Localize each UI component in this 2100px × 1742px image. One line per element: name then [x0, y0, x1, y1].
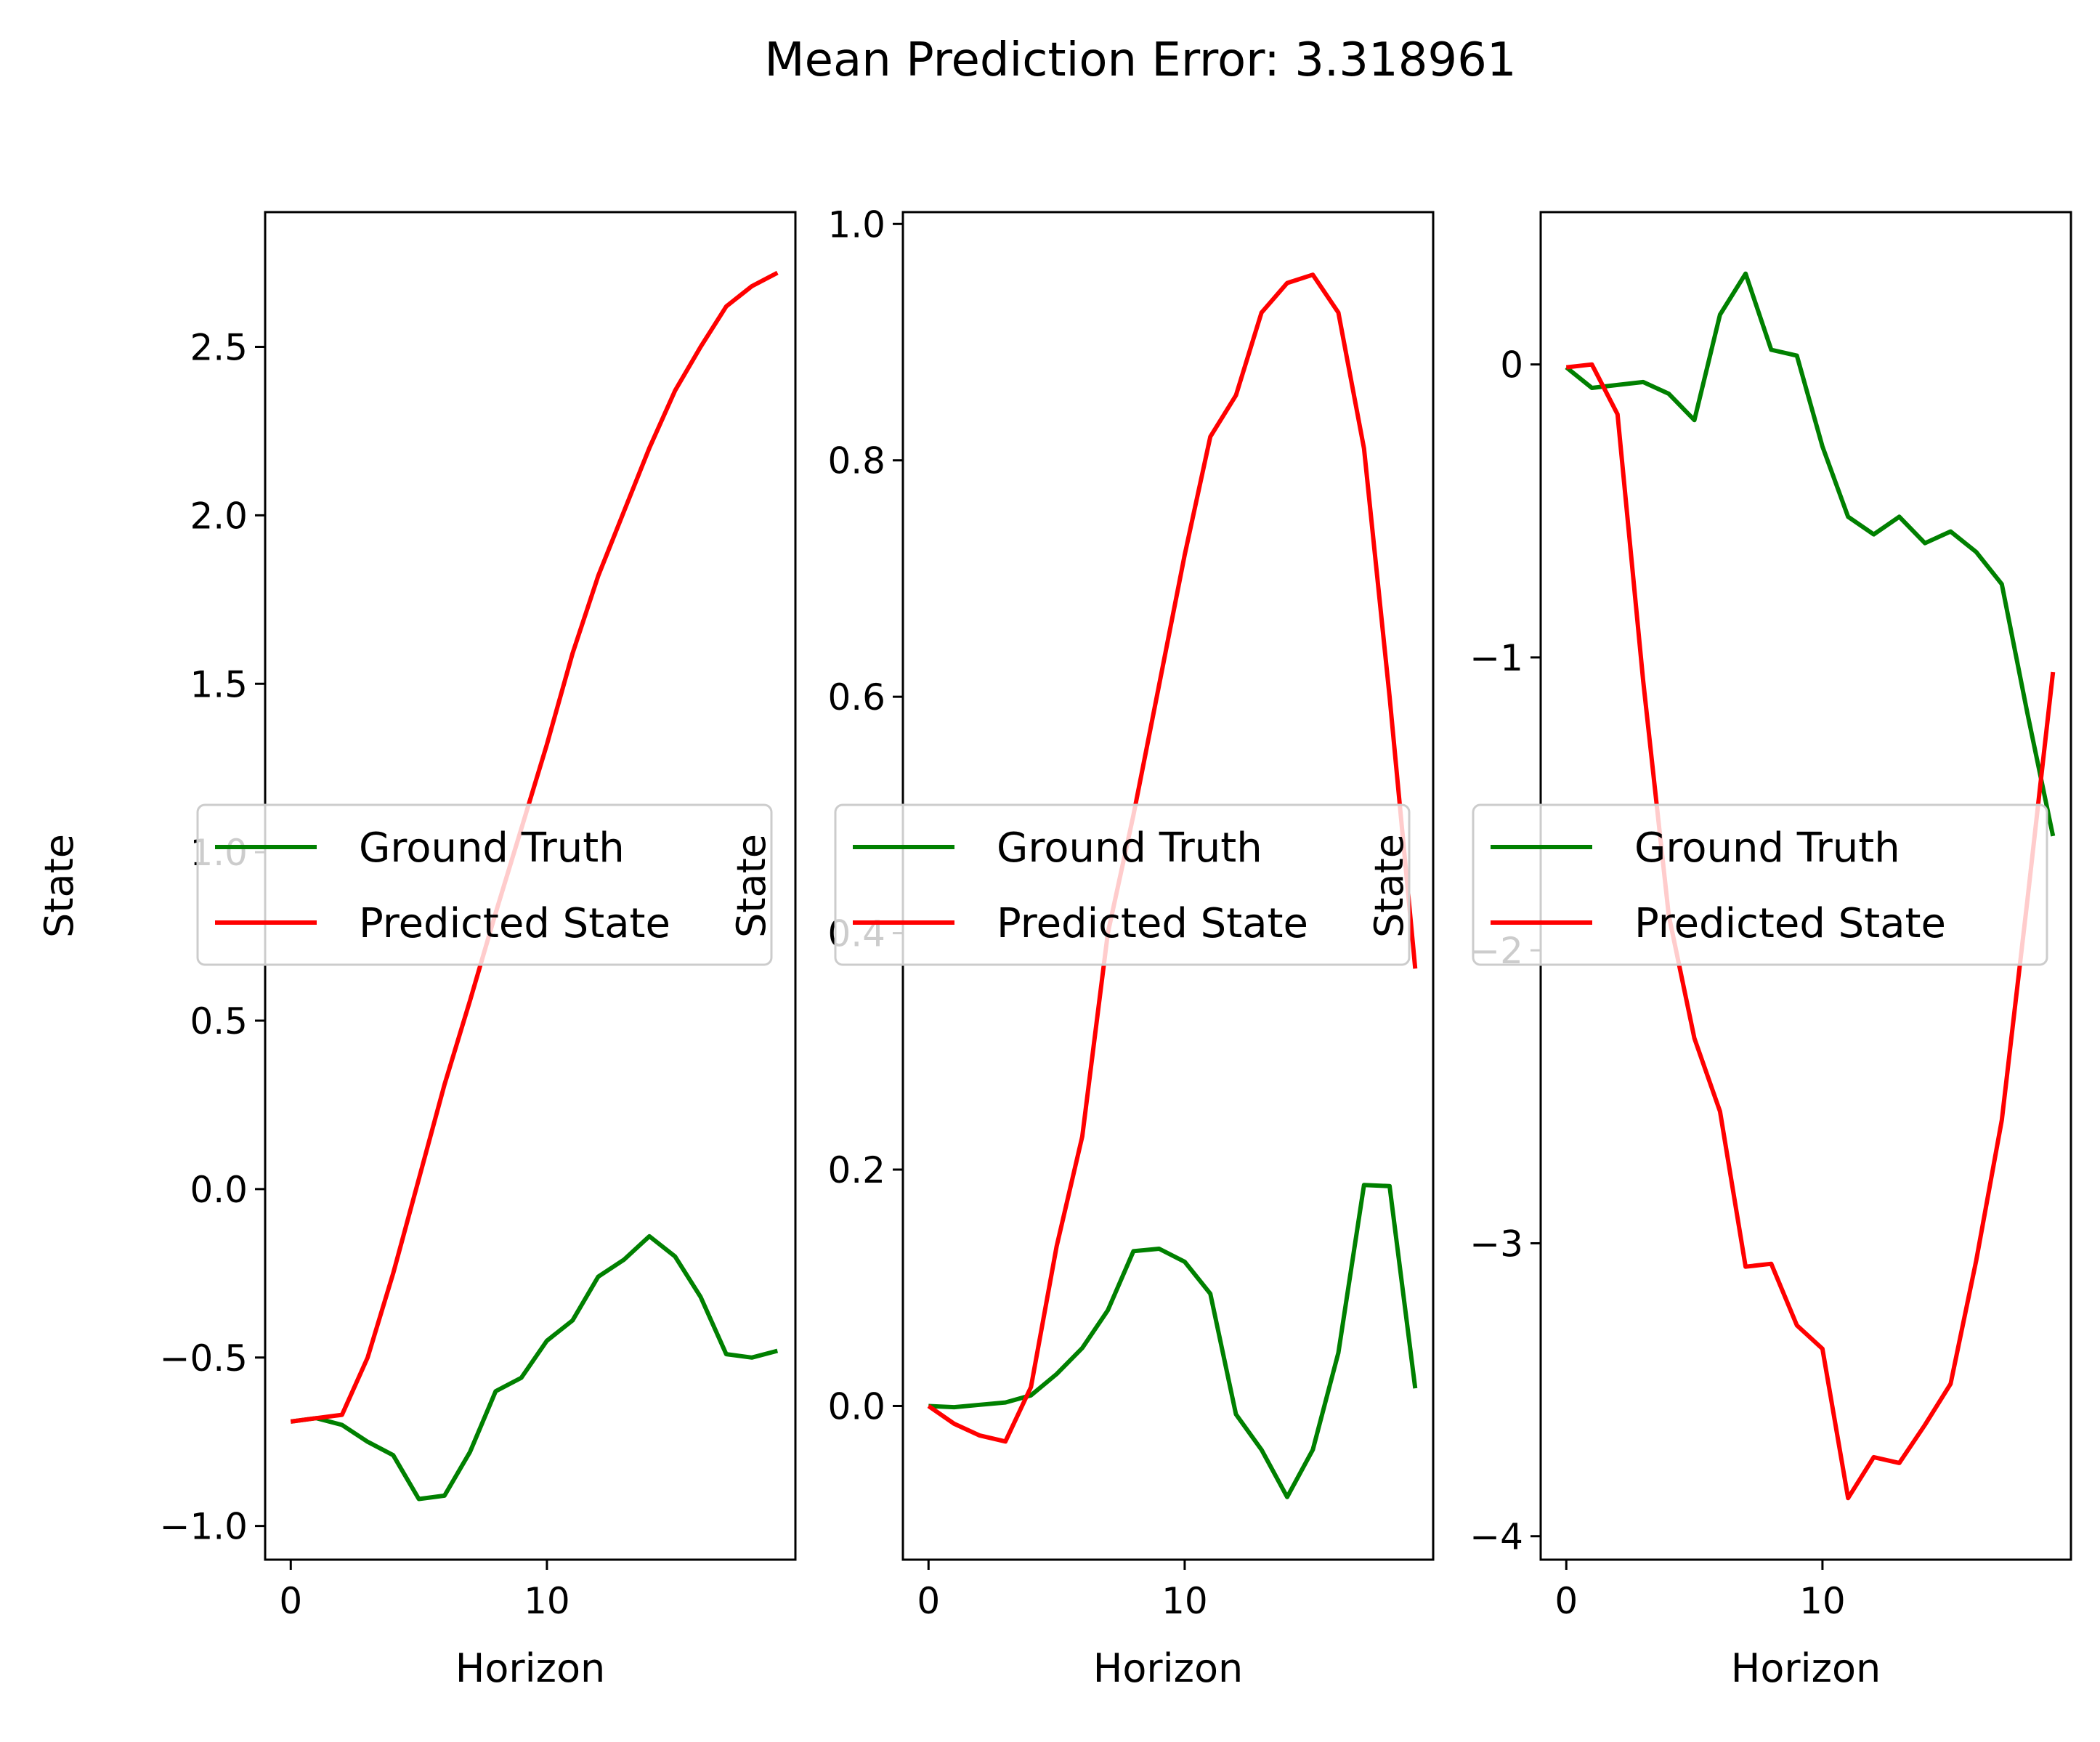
x-tick-label-2-1: 10: [1162, 1580, 1208, 1622]
y-tick-label-3-4: 0: [1500, 344, 1523, 386]
legend-label-predicted-3: Predicted State: [1634, 900, 1946, 947]
y-tick-label-2-5: 1.0: [827, 203, 885, 246]
y-tick-label-3-3: −1: [1469, 637, 1523, 679]
legend-label-predicted-2: Predicted State: [997, 900, 1308, 947]
subplot-2: 0.00.20.40.60.81.0010HorizonStateGround …: [729, 203, 1435, 1691]
y-tick-label-1-5: 1.5: [190, 663, 248, 705]
x-tick-label-1-0: 0: [279, 1580, 302, 1622]
y-tick-label-2-3: 0.6: [827, 676, 885, 718]
subplot-1: −1.0−0.50.00.51.01.52.02.5010HorizonStat…: [36, 211, 797, 1691]
series-line-predicted-3: [1565, 362, 2056, 1501]
y-tick-label-1-0: −1.0: [160, 1506, 248, 1548]
series-line-predicted-1: [290, 270, 779, 1424]
series-line-predicted-2: [927, 272, 1418, 1444]
y-tick-label-2-0: 0.0: [827, 1385, 885, 1427]
y-tick-label-1-2: 0.0: [190, 1169, 248, 1211]
y-axis-label-3: State: [1366, 834, 1412, 938]
legend-box-3: [1472, 803, 2048, 966]
x-axis-label-1: Horizon: [455, 1645, 605, 1691]
legend-box-1: [196, 803, 773, 966]
legend-2: Ground Truth Predicted State: [834, 803, 1411, 966]
y-tick-label-1-6: 2.0: [190, 495, 248, 537]
legend-1: Ground Truth Predicted State: [196, 803, 773, 966]
figure-title: Mean Prediction Error: 3.318961: [764, 33, 1516, 87]
y-tick-label-1-7: 2.5: [190, 327, 248, 369]
y-tick-label-1-3: 0.5: [190, 1000, 248, 1042]
x-tick-label-2-0: 0: [917, 1580, 940, 1622]
y-tick-label-2-4: 0.8: [827, 440, 885, 482]
legend-label-ground-truth-1: Ground Truth: [359, 825, 625, 872]
legend-label-ground-truth-2: Ground Truth: [997, 825, 1262, 872]
series-line-ground-truth-1: [290, 1233, 779, 1502]
legend-label-ground-truth-3: Ground Truth: [1634, 825, 1900, 872]
x-axis-label-2: Horizon: [1093, 1645, 1243, 1691]
legend-3: Ground Truth Predicted State: [1472, 803, 2048, 966]
series-line-ground-truth-3: [1565, 271, 2056, 837]
y-tick-label-1-1: −0.5: [160, 1337, 248, 1380]
x-tick-label-1-1: 10: [524, 1580, 570, 1622]
y-tick-label-3-1: −3: [1469, 1223, 1523, 1265]
legend-box-2: [834, 803, 1411, 966]
x-tick-label-3-1: 10: [1799, 1580, 1846, 1622]
y-tick-label-2-1: 0.2: [827, 1149, 885, 1191]
y-axis-label-1: State: [36, 834, 82, 938]
series-line-ground-truth-2: [928, 1183, 1418, 1499]
legend-label-predicted-1: Predicted State: [359, 900, 670, 947]
x-axis-label-3: Horizon: [1731, 1645, 1881, 1691]
y-tick-label-3-0: −4: [1469, 1516, 1523, 1558]
y-axis-label-2: State: [729, 834, 774, 938]
x-tick-label-3-0: 0: [1554, 1580, 1578, 1622]
